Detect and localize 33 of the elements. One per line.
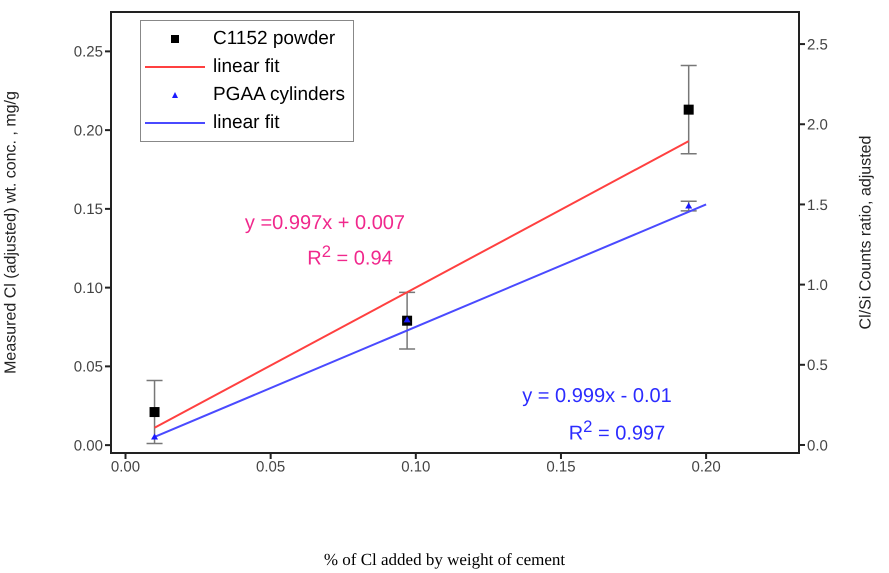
- y2-tick-label: 0.5: [807, 357, 828, 374]
- legend-label: linear fit: [213, 111, 280, 135]
- x-tick-label: 0.20: [692, 458, 721, 476]
- point: [404, 316, 411, 322]
- y-tick-label: 0.25: [74, 44, 103, 61]
- point: [151, 433, 158, 440]
- y2-tick-label: 1.5: [807, 196, 828, 214]
- legend-label: PGAA cylinders: [213, 83, 345, 107]
- point: [685, 202, 692, 209]
- point: [684, 104, 694, 115]
- y2-tick-label: 2.0: [807, 116, 828, 134]
- annotation: y = 0.999x - 0.01: [522, 385, 672, 408]
- x-axis-title: % of Cl added by weight of cement: [322, 550, 566, 570]
- x-tick-label: 0.15: [546, 458, 576, 476]
- y-tick-label: 0.05: [74, 358, 103, 376]
- legend-label: C1152 powder: [213, 27, 336, 51]
- y-tick-label: 0.10: [74, 280, 103, 297]
- y-axis-title: Measured Cl (adjusted) wt. conc. , mg/g: [2, 91, 20, 374]
- y2-axis-title: Cl/Si Counts ratio, adjusted: [858, 136, 875, 330]
- y2-tick-label: 2.5: [807, 36, 828, 54]
- x-tick-label: 0.10: [401, 458, 430, 476]
- annotation: y =0.997x + 0.007: [244, 212, 406, 235]
- y-tick-label: 0.00: [74, 437, 103, 454]
- legend-label: linear fit: [213, 55, 280, 79]
- point: [150, 407, 160, 418]
- y2-tick-label: 1.0: [807, 276, 828, 294]
- annotation: R$^{2}$ = 0.94: [307, 242, 393, 271]
- y2-tick-label: 0.0: [807, 437, 828, 454]
- x-tick-label: 0.00: [110, 458, 140, 476]
- x-tick-label: 0.05: [256, 458, 286, 476]
- y-tick-label: 0.20: [74, 122, 103, 140]
- y-tick-label: 0.15: [74, 201, 103, 218]
- annotation: R$^{2}$ = 0.997: [568, 417, 666, 446]
